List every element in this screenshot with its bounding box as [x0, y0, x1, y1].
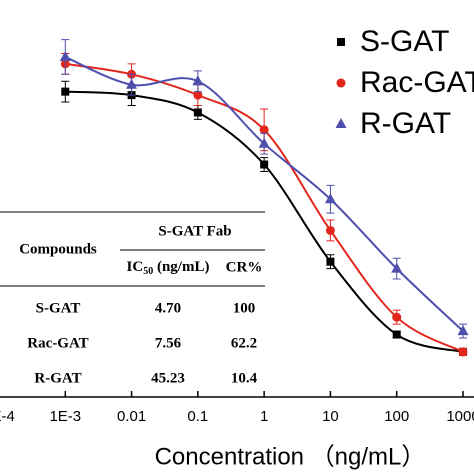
table-header: IC50 (ng/mL) [127, 259, 210, 277]
ic: IC [127, 259, 144, 275]
x-tick-label: 100 [384, 408, 409, 425]
table-cell: R-GAT [34, 370, 81, 386]
marker [61, 87, 70, 96]
table-cell: Rac-GAT [27, 335, 88, 351]
x-tick-label: 1000 [446, 408, 474, 425]
marker [193, 108, 202, 117]
marker [193, 90, 203, 100]
x-tick-label: 1E-4 [0, 408, 15, 425]
table-header: S-GAT Fab [158, 223, 231, 239]
table-header: CR% [226, 259, 263, 275]
legend-label: Rac-GAT [360, 66, 474, 99]
marker [258, 137, 270, 148]
table-cell: S-GAT [36, 300, 81, 316]
table-cell: 45.23 [151, 370, 185, 386]
marker [326, 257, 335, 266]
table-cell: 7.56 [155, 335, 182, 351]
table-cell: 62.2 [231, 335, 257, 351]
marker [59, 50, 71, 61]
marker [392, 330, 401, 339]
x-tick-label: 0.01 [117, 408, 146, 425]
x-tick-label: 10 [322, 408, 339, 425]
marker [392, 312, 402, 322]
table: Compounds S-GAT Fab IC50 (ng/mL) CR% S-G… [0, 211, 265, 386]
marker [325, 225, 335, 235]
ic-unit: (ng/mL) [153, 259, 209, 275]
legend-marker [337, 38, 345, 46]
legend-label: S-GAT [360, 25, 449, 58]
legend-marker [335, 118, 347, 128]
table-cell: 100 [233, 300, 256, 316]
table-header: Compounds [19, 241, 97, 257]
marker [324, 193, 336, 204]
x-tick-label: 1 [260, 408, 268, 425]
marker [259, 125, 269, 135]
marker [391, 262, 403, 273]
marker [260, 160, 269, 169]
marker [457, 325, 469, 336]
x-tick-label: 0.1 [187, 408, 208, 425]
table-cell: 4.70 [155, 300, 181, 316]
marker [126, 78, 138, 89]
marker [192, 75, 204, 86]
legend-label: R-GAT [360, 107, 451, 140]
marker [458, 347, 468, 357]
ic-sub: 50 [143, 266, 153, 277]
table-cell: 10.4 [231, 370, 258, 386]
x-axis-label: Concentration （ng/mL） [155, 443, 426, 470]
legend-marker [336, 78, 346, 88]
x-tick-label: 1E-3 [49, 408, 81, 425]
